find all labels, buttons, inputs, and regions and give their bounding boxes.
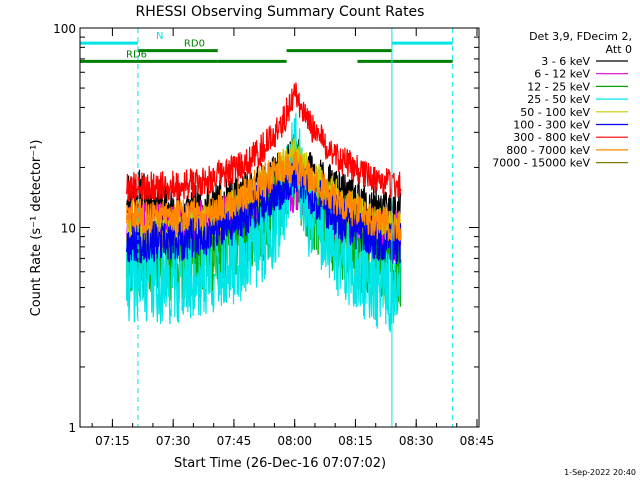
legend-header-line-2: Att 0 bbox=[606, 43, 632, 56]
x-axis-label: Start Time (26-Dec-16 07:07:02) bbox=[174, 456, 386, 471]
x-tick-label-0: 07:15 bbox=[95, 434, 130, 448]
legend-label-6: 300 - 800 keV bbox=[513, 131, 590, 144]
x-tick-label-4: 08:15 bbox=[338, 434, 373, 448]
x-tick-label-3: 08:00 bbox=[277, 434, 312, 448]
y-tick-label-0: 1 bbox=[68, 421, 76, 435]
legend-label-3: 25 - 50 keV bbox=[527, 93, 590, 106]
legend-label-7: 800 - 7000 keV bbox=[506, 144, 590, 157]
legend-label-5: 100 - 300 keV bbox=[513, 119, 590, 132]
legend-label-4: 50 - 100 keV bbox=[520, 106, 590, 119]
legend-label-8: 7000 - 15000 keV bbox=[492, 157, 590, 170]
x-tick-label-1: 07:30 bbox=[156, 434, 191, 448]
legend-label-1: 6 - 12 keV bbox=[534, 68, 590, 81]
series-line-5 bbox=[126, 154, 402, 265]
legend-label-2: 12 - 25 keV bbox=[527, 80, 590, 93]
plot-marks bbox=[126, 82, 402, 333]
y-tick-label-2: 100 bbox=[53, 22, 76, 36]
legend-label-0: 3 - 6 keV bbox=[541, 55, 590, 68]
y-axis-label: Count Rate (s⁻¹ detector⁻¹) bbox=[29, 140, 44, 317]
x-tick-label-5: 08:30 bbox=[399, 434, 434, 448]
chart-title: RHESSI Observing Summary Count Rates bbox=[136, 4, 425, 20]
observing-bars: N RD0 RD6 bbox=[80, 31, 453, 63]
bar-label-rd0: RD0 bbox=[184, 39, 205, 50]
x-axis-ticks: 07:15 07:30 07:45 08:00 08:15 08:30 08:45 bbox=[91, 28, 495, 448]
x-tick-label-2: 07:45 bbox=[217, 434, 252, 448]
x-tick-label-6: 08:45 bbox=[460, 434, 495, 448]
bar-label-rd6: RD6 bbox=[126, 49, 147, 60]
series-line-3 bbox=[126, 112, 402, 333]
y-axis-ticks: 1 10 100 bbox=[53, 22, 479, 435]
y-tick-label-1: 10 bbox=[61, 222, 76, 236]
series-line-6 bbox=[126, 82, 402, 203]
series-line-7 bbox=[126, 149, 402, 243]
legend-header-line-1: Det 3,9, FDecim 2, bbox=[529, 30, 632, 43]
footer-timestamp: 1-Sep-2022 20:40 bbox=[564, 468, 636, 477]
bar-label-n: N bbox=[156, 31, 163, 42]
